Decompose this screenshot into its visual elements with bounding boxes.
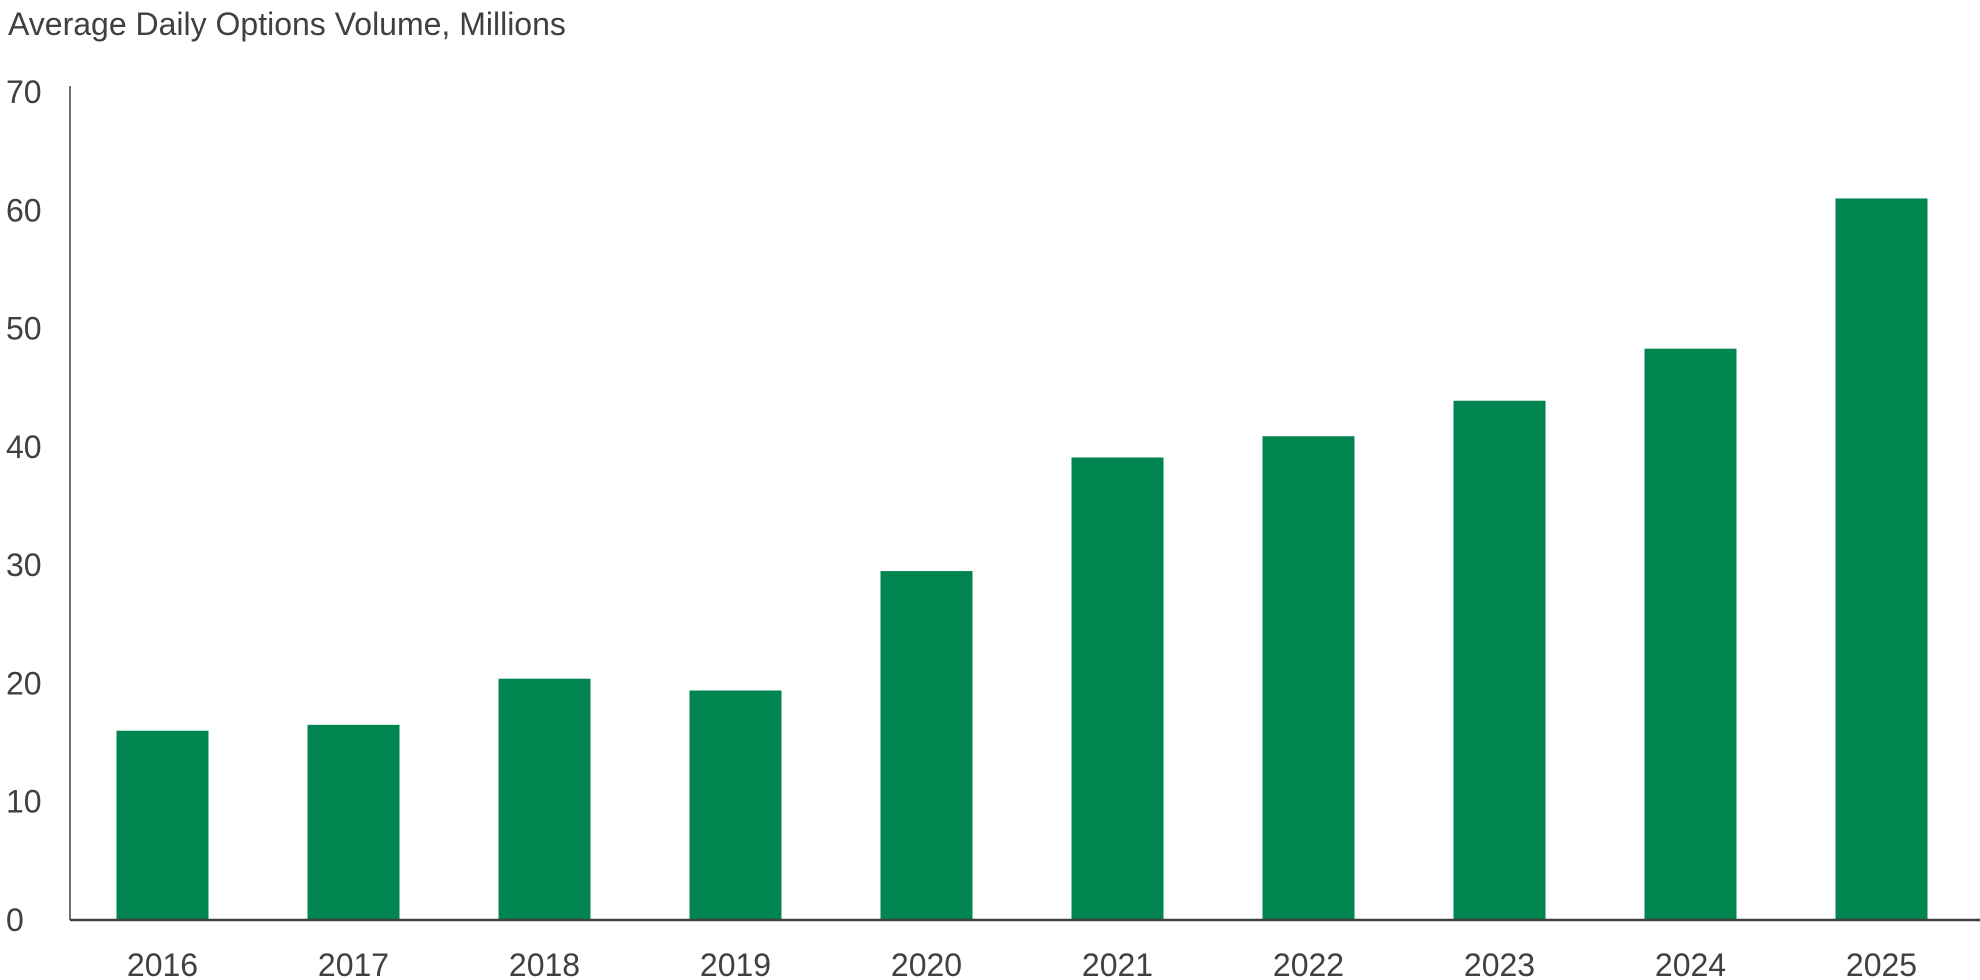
bar (116, 730, 209, 920)
x-tick-label: 2024 (1655, 947, 1726, 980)
y-tick-label: 20 (6, 665, 42, 701)
y-tick-label: 10 (6, 784, 42, 820)
x-tick-label: 2020 (891, 947, 962, 980)
x-tick-label: 2017 (318, 947, 389, 980)
x-tick-label: 2025 (1846, 947, 1917, 980)
bar (1453, 400, 1546, 920)
bar (498, 678, 591, 920)
bar (880, 571, 973, 920)
y-tick-label: 30 (6, 547, 42, 583)
x-tick-label: 2016 (127, 947, 198, 980)
x-tick-label: 2021 (1082, 947, 1153, 980)
y-axis: 0 10 20 30 40 50 60 70 (6, 74, 71, 938)
y-tick-labels: 0 10 20 30 40 50 60 70 (6, 74, 42, 938)
bar (1262, 436, 1355, 920)
bar (1071, 457, 1164, 920)
bar (689, 690, 782, 920)
chart-title: Average Daily Options Volume, Millions (8, 6, 566, 42)
y-tick-label: 40 (6, 429, 42, 465)
y-tick-label: 0 (6, 902, 24, 938)
x-tick-label: 2018 (509, 947, 580, 980)
x-axis: 2016 2017 2018 2019 2020 2021 2022 2023 2024 2025 (70, 918, 1980, 980)
y-tick-label: 60 (6, 192, 42, 228)
x-tick-labels: 2016 2017 2018 2019 2020 2021 2022 2023 2024 2025 (127, 947, 1917, 980)
y-tick-label: 70 (6, 74, 42, 110)
bar (1835, 198, 1928, 920)
x-tick-label: 2022 (1273, 947, 1344, 980)
y-tick-label: 50 (6, 311, 42, 347)
bars (116, 198, 1928, 920)
bar (307, 724, 400, 920)
x-tick-label: 2019 (700, 947, 771, 980)
bar (1644, 348, 1737, 920)
x-tick-label: 2023 (1464, 947, 1535, 980)
